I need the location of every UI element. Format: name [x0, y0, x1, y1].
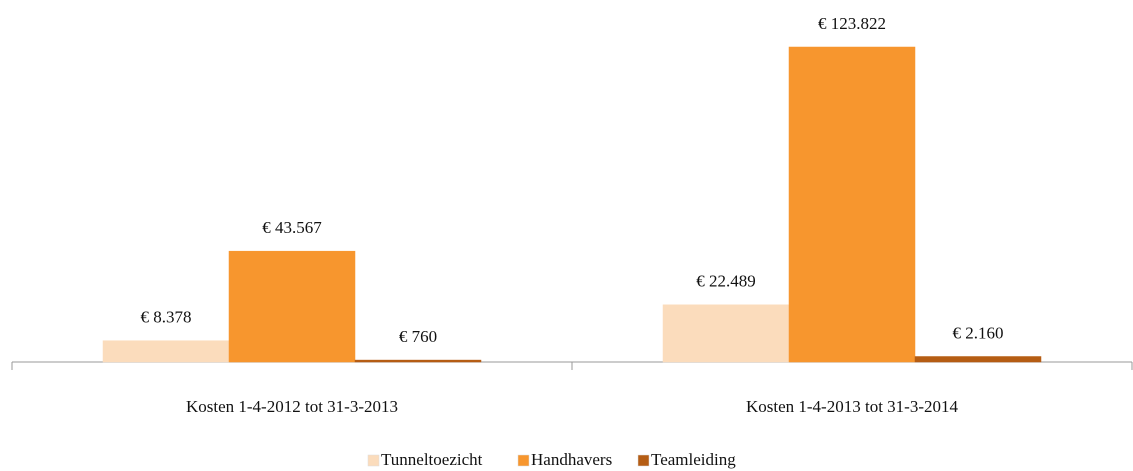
bar-shade	[102, 340, 230, 363]
value-label: € 123.822	[818, 14, 886, 33]
bar-shade	[914, 356, 1042, 363]
value-label: € 43.567	[262, 218, 322, 237]
bar-shade	[788, 46, 916, 363]
legend-label: Handhavers	[531, 450, 612, 469]
legend-label: Tunneltoezicht	[381, 450, 483, 469]
value-label: € 760	[399, 327, 437, 346]
value-label: € 22.489	[696, 272, 756, 291]
value-label: € 8.378	[141, 308, 192, 327]
bar-shade	[354, 359, 482, 363]
bar-shade	[662, 304, 790, 363]
legend-swatch	[367, 454, 380, 467]
legend-swatch	[517, 454, 530, 467]
legend-label: Teamleiding	[651, 450, 736, 469]
bar-shade	[228, 250, 356, 363]
x-tick-label: Kosten 1-4-2013 tot 31-3-2014	[746, 397, 959, 416]
x-tick-label: Kosten 1-4-2012 tot 31-3-2013	[186, 397, 398, 416]
value-label: € 2.160	[953, 323, 1004, 342]
legend-swatch	[637, 454, 650, 467]
